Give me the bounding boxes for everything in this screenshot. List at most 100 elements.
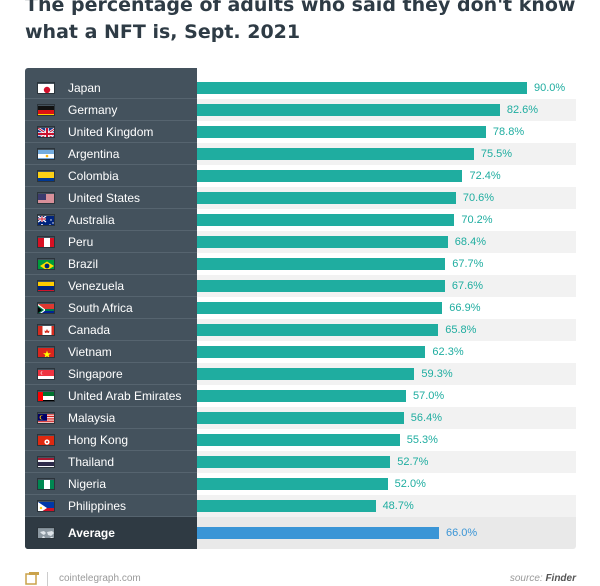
country-label: Philippines xyxy=(68,499,127,513)
canada-flag-icon xyxy=(37,324,55,336)
bar-value-label: 72.4% xyxy=(469,170,501,182)
country-label-row: Canada xyxy=(25,319,197,341)
singapore-flag-icon xyxy=(37,368,55,380)
australia-flag-icon xyxy=(37,214,55,226)
country-label: Nigeria xyxy=(68,477,107,491)
bar-value-label: 90.0% xyxy=(534,82,566,94)
country-label: Thailand xyxy=(68,455,115,469)
country-label: Germany xyxy=(68,103,118,117)
country-label-row: Argentina xyxy=(25,143,197,165)
country-label-row: Nigeria xyxy=(25,473,197,495)
bar xyxy=(197,500,376,512)
bar-value-label: 82.6% xyxy=(506,104,539,116)
bar-value-label: 70.2% xyxy=(461,214,493,226)
bar xyxy=(197,456,391,468)
bar xyxy=(197,412,404,424)
hong-kong-flag-icon xyxy=(37,434,55,446)
country-label: United States xyxy=(68,191,141,205)
bar xyxy=(197,368,415,380)
japan-flag-icon xyxy=(37,82,55,94)
footer-source: source: Finder xyxy=(510,573,576,584)
source-prefix: source: xyxy=(509,573,546,584)
country-label-row: United Arab Emirates xyxy=(25,385,197,407)
colombia-flag-icon xyxy=(37,170,55,182)
vietnam-flag-icon xyxy=(37,346,55,358)
chart-title-line-1: The percentage of adults who said they d… xyxy=(25,0,576,16)
united-kingdom-flag-icon xyxy=(37,126,55,138)
bar-value-label: 55.3% xyxy=(406,434,438,446)
country-label-row: Colombia xyxy=(25,165,197,187)
bar xyxy=(197,346,426,358)
brazil-flag-icon xyxy=(37,258,55,270)
bar-value-label: 75.5% xyxy=(480,148,513,160)
country-label-row: United Kingdom xyxy=(25,121,197,143)
country-label: South Africa xyxy=(68,301,133,315)
country-label: Canada xyxy=(68,323,111,337)
country-label-row: Singapore xyxy=(25,363,197,385)
country-label-row: Vietnam xyxy=(25,341,197,363)
average-label-row: Average xyxy=(25,517,197,549)
average-label-panel: Average xyxy=(25,517,197,549)
country-label-row: Brazil xyxy=(25,253,197,275)
average-bar xyxy=(197,527,439,539)
country-label: United Kingdom xyxy=(68,125,154,139)
country-label-row: Hong Kong xyxy=(25,429,197,451)
bar-value-label: 66.9% xyxy=(449,302,481,314)
country-label: Brazil xyxy=(68,257,99,271)
venezuela-flag-icon xyxy=(37,280,55,292)
nigeria-flag-icon xyxy=(37,478,55,490)
bar xyxy=(197,390,406,402)
bar xyxy=(197,192,456,204)
malaysia-flag-icon xyxy=(37,412,55,424)
country-label-row: Peru xyxy=(25,231,197,253)
bar xyxy=(197,236,448,248)
footer-site: cointelegraph.com xyxy=(59,573,141,584)
country-label-panel: Japan Germany United Kingdom Argentina Colom… xyxy=(25,68,197,549)
bar-value-label: 52.0% xyxy=(394,478,426,490)
bar-value-label: 52.7% xyxy=(397,456,429,468)
bar xyxy=(197,170,463,182)
country-label-row: Venezuela xyxy=(25,275,197,297)
country-label-row: Philippines xyxy=(25,495,197,517)
country-label: Venezuela xyxy=(68,279,125,293)
country-label: Japan xyxy=(68,81,101,95)
bar xyxy=(197,302,443,314)
bar-value-label: 78.8% xyxy=(492,126,525,138)
average-label: Average xyxy=(68,526,115,540)
chart-title: The percentage of adults who said they d… xyxy=(25,0,585,46)
bar-value-label: 56.4% xyxy=(410,412,442,424)
country-label-row: Japan xyxy=(25,77,197,99)
plot-area: 90.0% 82.6% 78.8% 75.5% 72.4% 70.6% 70.2% 68.4%… xyxy=(197,68,576,549)
country-label-row: United States xyxy=(25,187,197,209)
bar-value-label: 59.3% xyxy=(421,368,453,380)
bar-value-label: 70.6% xyxy=(462,192,495,204)
bar xyxy=(197,258,446,270)
bar-chart: Japan Germany United Kingdom Argentina Colom… xyxy=(25,68,576,549)
world-map-icon xyxy=(37,527,55,539)
bar xyxy=(197,126,486,138)
bar-value-label: 65.8% xyxy=(445,324,477,336)
country-label: Colombia xyxy=(68,169,119,183)
country-label: United Arab Emirates xyxy=(68,389,182,403)
germany-flag-icon xyxy=(37,104,55,116)
south-africa-flag-icon xyxy=(37,302,55,314)
source-name: Finder xyxy=(545,573,576,584)
country-label-row: South Africa xyxy=(25,297,197,319)
country-label: Peru xyxy=(68,235,94,249)
bar xyxy=(197,148,474,160)
bar xyxy=(197,104,500,116)
philippines-flag-icon xyxy=(37,500,55,512)
footer-divider xyxy=(47,572,48,586)
cointelegraph-logo-icon xyxy=(25,572,39,586)
footer: cointelegraph.com source: Finder xyxy=(25,572,576,586)
country-label: Singapore xyxy=(68,367,123,381)
country-label-row: Germany xyxy=(25,99,197,121)
country-label: Hong Kong xyxy=(68,433,129,447)
country-label-row: Malaysia xyxy=(25,407,197,429)
bar-value-label: 48.7% xyxy=(382,500,414,512)
country-label: Malaysia xyxy=(68,411,116,425)
argentina-flag-icon xyxy=(37,148,55,160)
bar-value-label: 68.4% xyxy=(454,236,486,248)
country-label-row: Australia xyxy=(25,209,197,231)
country-label-row: Thailand xyxy=(25,451,197,473)
